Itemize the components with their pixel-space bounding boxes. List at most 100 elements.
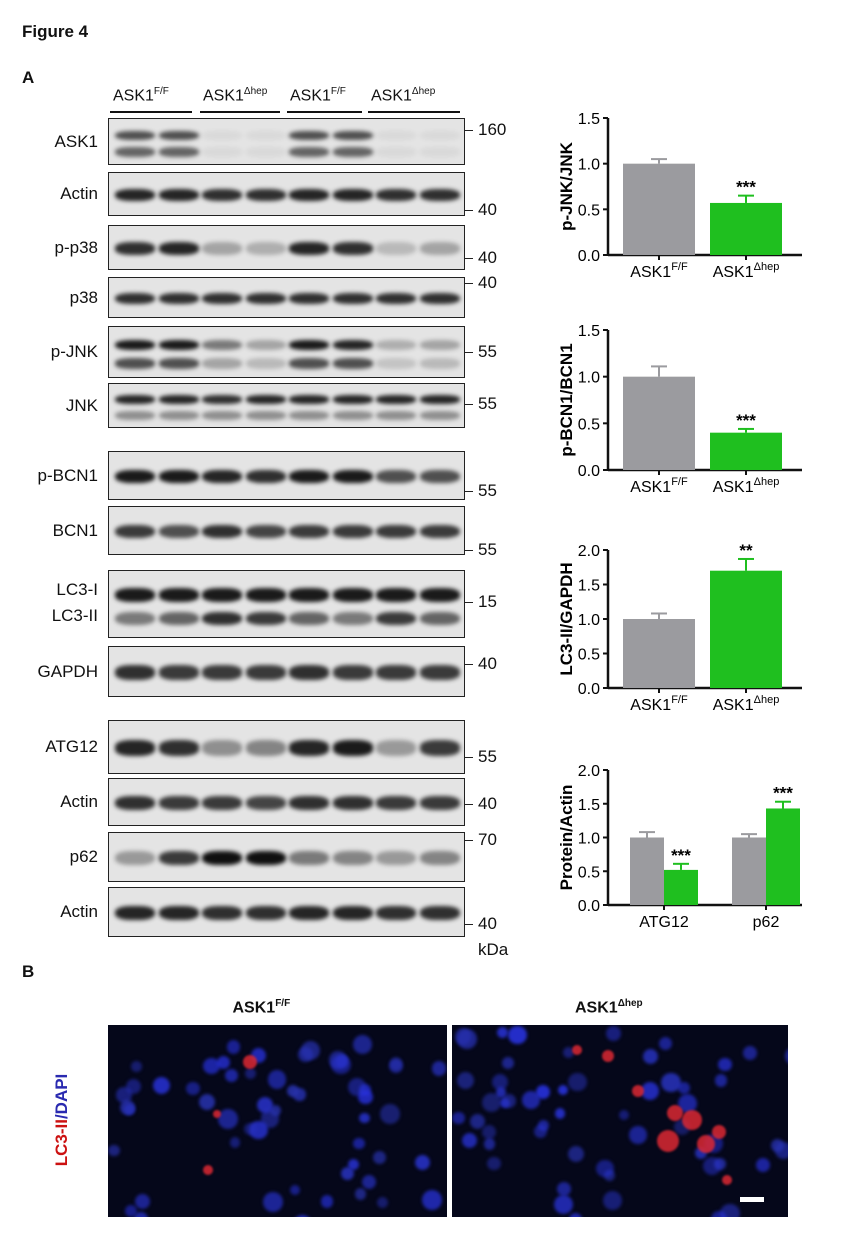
kda-tick: [465, 210, 473, 211]
lc3-puncta: [667, 1105, 683, 1121]
band: [202, 524, 242, 539]
kda-tick: [465, 491, 473, 492]
kda-marker: 55: [478, 747, 497, 766]
dapi-nucleus: [522, 1091, 540, 1109]
label-base: ASK1: [630, 697, 671, 714]
blot-label: Actin: [60, 792, 98, 811]
dapi-nucleus: [340, 1166, 355, 1181]
band: [245, 340, 286, 351]
y-tick-label: 1.5: [578, 111, 600, 128]
blot-label: JNK: [65, 395, 98, 415]
chart-1: 0.00.51.01.5p-JNK/JNK ***ASK1F/F ASK1Δhep: [557, 111, 802, 281]
band: [376, 395, 416, 405]
band: [245, 469, 286, 484]
band: [419, 395, 460, 405]
blot-label-2: LC3-II: [51, 606, 98, 625]
blot-gapdh: [108, 646, 465, 697]
x-tick-label: p62: [753, 914, 780, 931]
band: [202, 796, 242, 810]
blot-label: p38: [69, 287, 98, 307]
dapi-nucleus: [203, 1057, 220, 1075]
blot-label: p-p38: [54, 237, 98, 257]
kda-marker: 55: [478, 540, 497, 559]
dapi-nucleus: [501, 1094, 516, 1108]
dapi-nucleus: [658, 1037, 672, 1051]
band: [202, 469, 242, 484]
label-base: ASK1: [575, 999, 618, 1017]
band: [289, 906, 329, 920]
band: [376, 906, 416, 920]
dapi-nucleus: [508, 1025, 527, 1045]
blot-label: ATG12: [45, 737, 98, 756]
y-tick-label: 0.0: [578, 248, 600, 265]
band: [289, 740, 329, 756]
label-base: ASK1: [630, 479, 671, 496]
dapi-nucleus: [558, 1085, 569, 1096]
kda-marker: 40: [478, 273, 497, 292]
y-tick-label: 1.5: [578, 578, 600, 595]
band: [376, 851, 416, 865]
kda-marker: 160: [478, 120, 507, 139]
x-tick-label: ASK1Δhep: [713, 476, 780, 496]
blot-label: p-JNK: [50, 342, 98, 361]
dapi-nucleus: [389, 1059, 404, 1074]
band: [332, 851, 373, 865]
dapi-nucleus: [496, 1027, 508, 1039]
y-tick-label: 0.5: [578, 864, 600, 881]
dapi-nucleus: [642, 1048, 659, 1065]
label-superscript: F/F: [671, 261, 688, 273]
dapi-nucleus: [711, 1210, 727, 1217]
dapi-nucleus: [125, 1078, 141, 1094]
label-base: ASK1: [713, 479, 754, 496]
dapi-nucleus: [380, 1104, 400, 1124]
band: [202, 411, 242, 420]
band: [332, 588, 373, 602]
micrograph-ask1-dhep: [452, 1025, 788, 1217]
band: [158, 740, 199, 756]
dapi-nucleus: [245, 1067, 257, 1079]
band: [245, 740, 286, 756]
significance-label: ***: [736, 178, 756, 197]
dapi-nucleus: [415, 1155, 431, 1171]
dapi-nucleus: [218, 1109, 238, 1129]
blot-p-p38: [108, 225, 465, 270]
label-superscript: F/F: [671, 476, 688, 488]
x-tick-label: ATG12: [639, 914, 689, 931]
x-tick-label: ASK1F/F: [630, 261, 688, 281]
band: [419, 340, 460, 351]
band: [289, 130, 329, 141]
band: [245, 588, 286, 602]
dapi-nucleus: [431, 1061, 447, 1076]
kda-marker: 15: [478, 592, 497, 611]
band: [158, 130, 199, 141]
kda-tick: [465, 352, 473, 353]
kda-tick: [465, 258, 473, 259]
band: [245, 411, 286, 420]
y-axis-label: p-JNK/JNK: [557, 141, 576, 231]
lc3-puncta: [657, 1130, 679, 1152]
band: [202, 130, 242, 141]
dapi-nucleus: [483, 1138, 496, 1150]
band: [376, 147, 416, 157]
band: [289, 588, 329, 602]
dapi-nucleus: [257, 1097, 273, 1114]
kda-marker: 40: [478, 200, 497, 219]
band: [289, 411, 329, 420]
y-axis-label: p-BCN1/BCN1: [557, 343, 576, 456]
band: [202, 588, 242, 602]
kda-tick: [465, 283, 473, 284]
y-tick-label: 0.5: [578, 416, 600, 433]
significance-label: ***: [736, 411, 756, 430]
band: [419, 665, 460, 680]
micrograph-title: ASK1Δhep: [575, 998, 643, 1017]
label-superscript: F/F: [671, 694, 688, 706]
band: [115, 588, 155, 602]
bar: [664, 869, 698, 905]
band: [202, 147, 242, 157]
lc3-puncta: [712, 1125, 726, 1139]
band: [245, 188, 286, 202]
band: [332, 340, 373, 351]
band: [376, 588, 416, 602]
band: [419, 242, 460, 255]
